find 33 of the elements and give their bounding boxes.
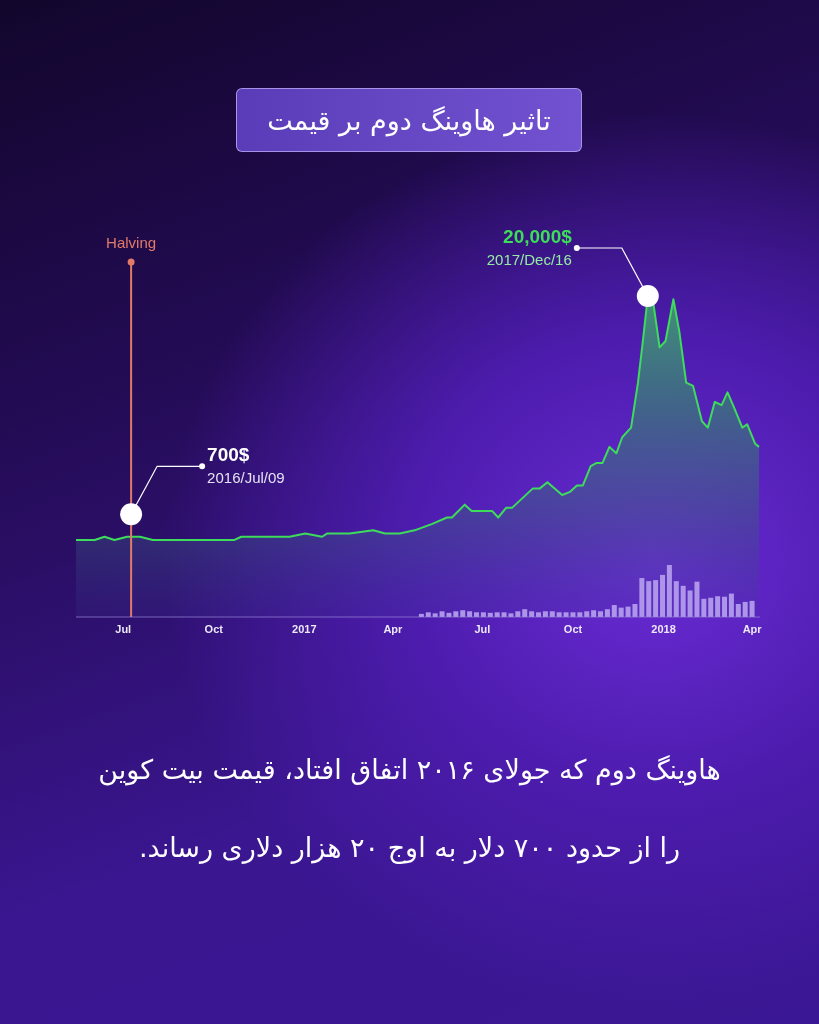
bar bbox=[660, 574, 666, 617]
x-tick-label: Oct bbox=[204, 622, 224, 635]
bar bbox=[680, 585, 686, 617]
bar bbox=[701, 598, 707, 617]
annotation: 2016/Jul/09 bbox=[207, 469, 285, 487]
bar bbox=[653, 580, 659, 617]
ref-line-label: Halving bbox=[106, 234, 157, 251]
annotation: 2017/Dec/16 bbox=[486, 251, 572, 269]
x-tick-label: Jul bbox=[474, 622, 491, 635]
bar bbox=[522, 609, 528, 617]
bar bbox=[604, 609, 610, 617]
x-tick-label: Oct bbox=[563, 622, 583, 635]
bar bbox=[666, 565, 672, 617]
bar bbox=[728, 593, 734, 617]
bar bbox=[749, 600, 755, 617]
bar bbox=[611, 605, 617, 617]
bar bbox=[673, 581, 679, 617]
x-tick-label: Jul bbox=[115, 622, 132, 635]
x-tick-label: Apr bbox=[742, 622, 763, 635]
bar bbox=[715, 596, 721, 617]
annotation: 700$ bbox=[207, 444, 250, 466]
text: هاوینگ دوم که جولای ۲۰۱۶ اتفاق افتاد، قیمت بیت کوین را از حدود ۷۰۰ دلار به اوج ۲۰ هزار دلاری رساند. bbox=[98, 754, 721, 863]
bar bbox=[735, 604, 741, 617]
chart-title: تاثیر هاوینگ دوم بر قیمت bbox=[236, 88, 582, 152]
bar bbox=[722, 596, 728, 617]
x-tick-label: 2017 bbox=[292, 622, 317, 635]
bar bbox=[646, 581, 652, 617]
bar bbox=[639, 578, 645, 617]
x-tick-label: Apr bbox=[383, 622, 404, 635]
x-tick-label: 2018 bbox=[651, 622, 676, 635]
annotation: 20,000$ bbox=[503, 226, 573, 248]
bar bbox=[708, 597, 714, 617]
bar bbox=[742, 601, 748, 617]
